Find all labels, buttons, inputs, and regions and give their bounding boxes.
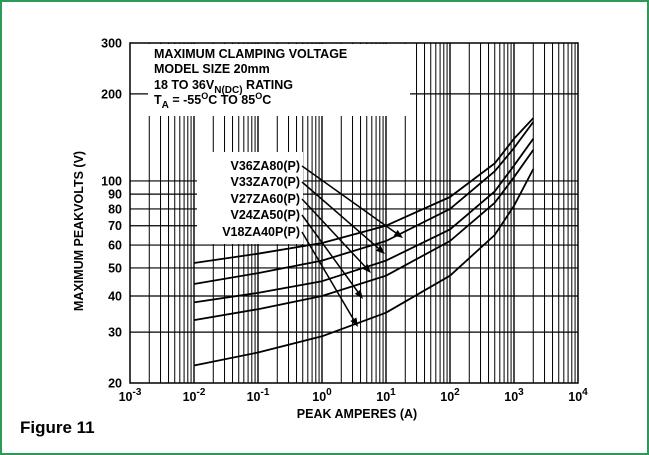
y-tick-label: 300 xyxy=(101,37,122,51)
y-tick-label: 90 xyxy=(108,188,122,202)
y-tick-label: 60 xyxy=(108,239,122,253)
series-line xyxy=(193,168,535,367)
series-label: V27ZA60(P) xyxy=(231,192,300,206)
x-tick-label: 100 xyxy=(312,387,332,404)
x-tick-label: 104 xyxy=(568,387,588,404)
annotation-line-1: MAXIMUM CLAMPING VOLTAGE xyxy=(154,47,347,61)
y-tick-label: 50 xyxy=(108,261,122,275)
series-label: V36ZA80(P) xyxy=(231,159,300,173)
arrow-head xyxy=(393,229,403,238)
series-label: V33ZA70(P) xyxy=(231,175,300,189)
x-tick-label: 10-1 xyxy=(247,387,270,404)
series-line xyxy=(193,117,534,264)
curves xyxy=(193,117,535,367)
annotation-line-4: TA = -55OC TO 85OC xyxy=(154,91,271,111)
arrow-head xyxy=(362,264,371,273)
x-axis-label: PEAK AMPERES (A) xyxy=(297,407,417,421)
y-tick-label: 70 xyxy=(108,219,122,233)
annotation-line-2: MODEL SIZE 20mm xyxy=(154,62,270,76)
x-tick-label: 102 xyxy=(440,387,460,404)
x-tick-label: 10-2 xyxy=(183,387,206,404)
plot-border xyxy=(129,42,579,384)
y-tick-label: 20 xyxy=(108,377,122,391)
leader-arrows xyxy=(301,165,403,327)
arrow-head xyxy=(375,245,385,254)
y-axis-label: MAXIMUM PEAKVOLTS (V) xyxy=(72,151,86,311)
conditions-annotation: MAXIMUM CLAMPING VOLTAGE MODEL SIZE 20mm… xyxy=(154,47,347,111)
x-tick-label: 103 xyxy=(504,387,524,404)
annotation-panel xyxy=(148,44,410,116)
x-tick-label: 101 xyxy=(376,387,396,404)
series-line xyxy=(193,149,535,321)
leader-line xyxy=(301,231,355,320)
arrow-head xyxy=(354,289,363,299)
series-line xyxy=(193,138,535,304)
figure-caption: Figure 11 xyxy=(20,418,95,437)
annotation-backgrounds xyxy=(148,44,410,244)
series-labels: V36ZA80(P) V33ZA70(P) V27ZA60(P) V24ZA50(P)… xyxy=(222,159,300,239)
y-tick-label: 80 xyxy=(108,202,122,216)
x-tick-label: 10-3 xyxy=(119,387,142,404)
series-label: V24ZA50(P) xyxy=(231,208,300,222)
leader-line xyxy=(301,214,359,293)
series-label: V18ZA40P(P) xyxy=(222,225,300,239)
annotation-line-3: 18 TO 36VN(DC) RATING xyxy=(154,78,293,96)
leader-line xyxy=(301,165,397,234)
arrow-head xyxy=(350,317,358,327)
leader-line xyxy=(301,181,379,249)
y-tick-label: 200 xyxy=(101,87,122,101)
series-label-panel xyxy=(197,152,303,244)
y-tick-label: 100 xyxy=(101,174,122,188)
y-tick-label: 40 xyxy=(108,289,122,303)
leader-line xyxy=(301,198,366,267)
series-line xyxy=(193,121,535,285)
y-tick-label: 30 xyxy=(108,326,122,340)
